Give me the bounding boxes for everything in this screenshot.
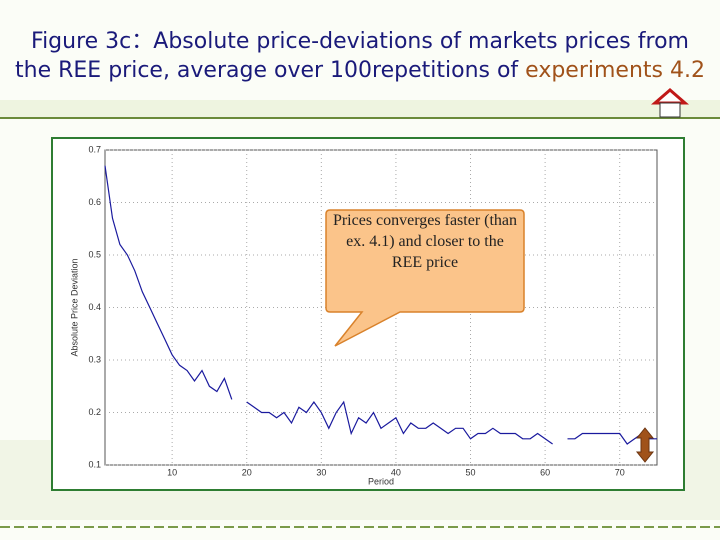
x-tick-label: 60	[540, 467, 550, 477]
y-tick-label: 0.2	[88, 407, 101, 417]
title-line: Figure 3c：Absolute price-deviations of m…	[31, 29, 689, 54]
decor-band	[0, 100, 720, 118]
x-tick-label: 50	[466, 467, 476, 477]
y-tick-label: 0.3	[88, 354, 101, 364]
x-tick-label: 70	[615, 467, 625, 477]
double-arrow	[635, 427, 655, 463]
x-axis-label: Period	[368, 476, 394, 486]
y-tick-label: 0.6	[88, 197, 101, 207]
title-highlight: experiments 4.2	[525, 58, 705, 83]
x-tick-label: 30	[316, 467, 326, 477]
x-tick-label: 20	[242, 467, 252, 477]
y-axis-label: Absolute Price Deviation	[69, 258, 79, 356]
y-tick-label: 0.7	[88, 144, 101, 154]
callout: Prices converges faster (than ex. 4.1) a…	[325, 209, 525, 347]
title-line: the REE price, average over 100repetitio…	[15, 58, 705, 83]
home-icon	[650, 88, 690, 118]
x-tick-label: 10	[167, 467, 177, 477]
x-tick-label: 40	[391, 467, 401, 477]
y-tick-label: 0.4	[88, 302, 101, 312]
callout-text: Prices converges faster (than ex. 4.1) a…	[332, 212, 518, 271]
title-text: the REE price, average over 100repetitio…	[15, 58, 519, 83]
y-tick-label: 0.5	[88, 249, 101, 259]
y-tick-label: 0.1	[88, 459, 101, 469]
